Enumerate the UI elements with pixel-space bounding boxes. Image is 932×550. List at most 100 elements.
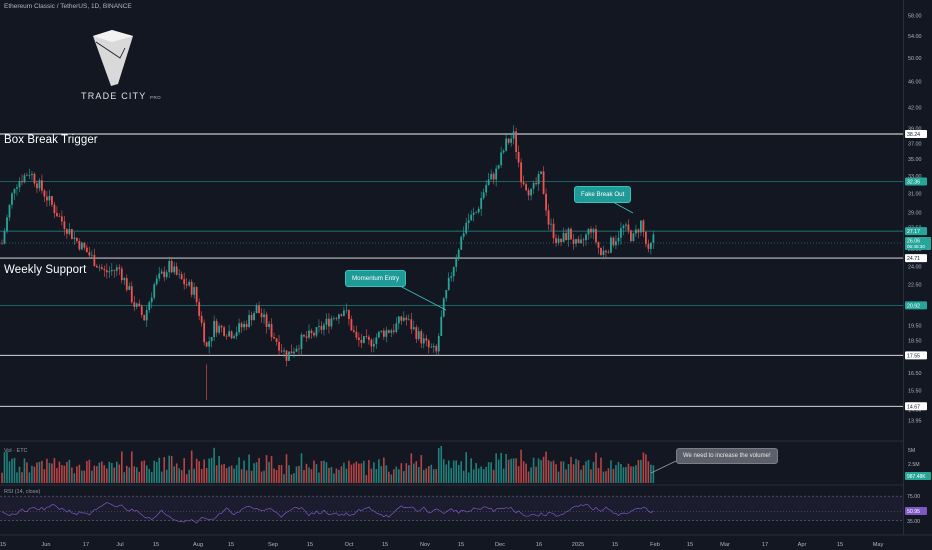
candle-body bbox=[320, 326, 323, 330]
volume-bar bbox=[173, 466, 176, 483]
candle-body bbox=[560, 238, 562, 242]
candle-body bbox=[73, 237, 76, 239]
volume-bar bbox=[565, 469, 567, 483]
volume-bar bbox=[41, 460, 43, 483]
candle-body bbox=[490, 173, 493, 180]
candle-body bbox=[143, 314, 146, 321]
candle-body bbox=[88, 252, 91, 256]
candle-body bbox=[602, 250, 605, 256]
candle-body bbox=[357, 337, 360, 341]
volume-bar bbox=[435, 469, 438, 483]
candle-body bbox=[228, 331, 231, 337]
volume-bar bbox=[507, 459, 510, 483]
candle-body bbox=[305, 336, 308, 338]
time-tick-label: Feb bbox=[650, 542, 660, 548]
time-tick-label: May bbox=[873, 542, 884, 548]
volume-bar bbox=[86, 461, 88, 483]
candle-body bbox=[41, 180, 43, 191]
candle-body bbox=[115, 267, 118, 271]
candle-body bbox=[467, 220, 470, 223]
volume-bar bbox=[258, 458, 260, 483]
time-tick-label: 15 bbox=[458, 542, 464, 548]
volume-bar bbox=[83, 470, 86, 483]
time-tick-label: 15 bbox=[837, 542, 843, 548]
volume-bar bbox=[200, 468, 203, 483]
price-tick-label: 33.00 bbox=[908, 174, 922, 180]
level-tag-label: 17.55 bbox=[907, 353, 920, 359]
candle-body bbox=[427, 340, 430, 348]
volume-bar bbox=[290, 474, 293, 483]
volume-bar bbox=[180, 470, 183, 483]
volume-bar bbox=[81, 470, 83, 483]
volume-bar bbox=[71, 467, 73, 483]
volume-bar bbox=[56, 468, 58, 483]
volume-bar bbox=[106, 468, 108, 483]
volume-bar bbox=[567, 464, 570, 483]
candle-body bbox=[402, 317, 405, 321]
volume-bar bbox=[353, 463, 355, 483]
candle-body bbox=[610, 237, 612, 253]
volume-bar bbox=[395, 466, 398, 483]
volume-bar bbox=[26, 462, 28, 483]
volume-bar bbox=[263, 470, 265, 483]
candle-body bbox=[377, 331, 380, 338]
candle-body bbox=[298, 348, 300, 350]
volume-bar bbox=[101, 461, 103, 483]
candle-body bbox=[417, 331, 420, 339]
volume-bar bbox=[88, 459, 91, 483]
candle-body bbox=[485, 184, 488, 193]
time-tick-label: 15 bbox=[0, 542, 6, 548]
candle-body bbox=[620, 228, 622, 238]
volume-bar bbox=[393, 469, 395, 483]
price-tick-label: 37.00 bbox=[908, 141, 922, 147]
candle-body bbox=[345, 310, 348, 311]
candle-body bbox=[407, 319, 410, 320]
candle-body bbox=[205, 342, 208, 347]
volume-bar bbox=[422, 469, 425, 483]
candle-body bbox=[632, 233, 635, 242]
candle-body bbox=[545, 193, 547, 211]
candle-body bbox=[63, 221, 66, 230]
candle-body bbox=[355, 331, 358, 338]
volume-bar bbox=[325, 462, 328, 483]
candle-body bbox=[387, 330, 390, 333]
candle-body bbox=[410, 319, 413, 330]
fake-breakout-callout: Fake Break Out bbox=[574, 186, 632, 203]
candle-body bbox=[505, 138, 508, 151]
price-tick-label: 31.00 bbox=[908, 192, 922, 198]
candle-body bbox=[153, 284, 156, 298]
volume-bar bbox=[168, 455, 171, 483]
candle-body bbox=[422, 338, 425, 344]
candle-body bbox=[542, 171, 545, 194]
volume-bar bbox=[205, 468, 208, 483]
price-tick-label: 35.00 bbox=[908, 157, 922, 163]
time-tick-label: 15 bbox=[612, 542, 618, 548]
volume-bar bbox=[160, 471, 163, 483]
volume-bar bbox=[76, 466, 78, 483]
candle-body bbox=[382, 330, 385, 337]
volume-bar bbox=[497, 459, 500, 483]
candle-body bbox=[120, 268, 123, 281]
candle-body bbox=[537, 174, 540, 185]
volume-bar bbox=[447, 460, 450, 483]
volume-bar bbox=[560, 461, 562, 483]
volume-panel-label: Vol · ETC bbox=[4, 448, 28, 454]
volume-bar bbox=[348, 460, 350, 483]
volume-bar bbox=[597, 467, 600, 483]
volume-bar bbox=[188, 469, 190, 483]
candle-body bbox=[215, 320, 218, 333]
candle-body bbox=[265, 314, 268, 327]
level-tag-label: 27.17 bbox=[907, 229, 920, 235]
volume-bar bbox=[355, 461, 358, 483]
candle-body bbox=[370, 339, 373, 347]
candle-body bbox=[268, 323, 270, 327]
volume-bar bbox=[61, 465, 63, 483]
time-tick-label: Dec bbox=[495, 542, 505, 548]
candle-body bbox=[210, 337, 213, 342]
candle-body bbox=[352, 330, 355, 332]
volume-bar bbox=[178, 468, 180, 483]
level-tag-label: 24.71 bbox=[907, 256, 920, 262]
candle-body bbox=[482, 192, 485, 199]
candle-body bbox=[582, 239, 585, 241]
